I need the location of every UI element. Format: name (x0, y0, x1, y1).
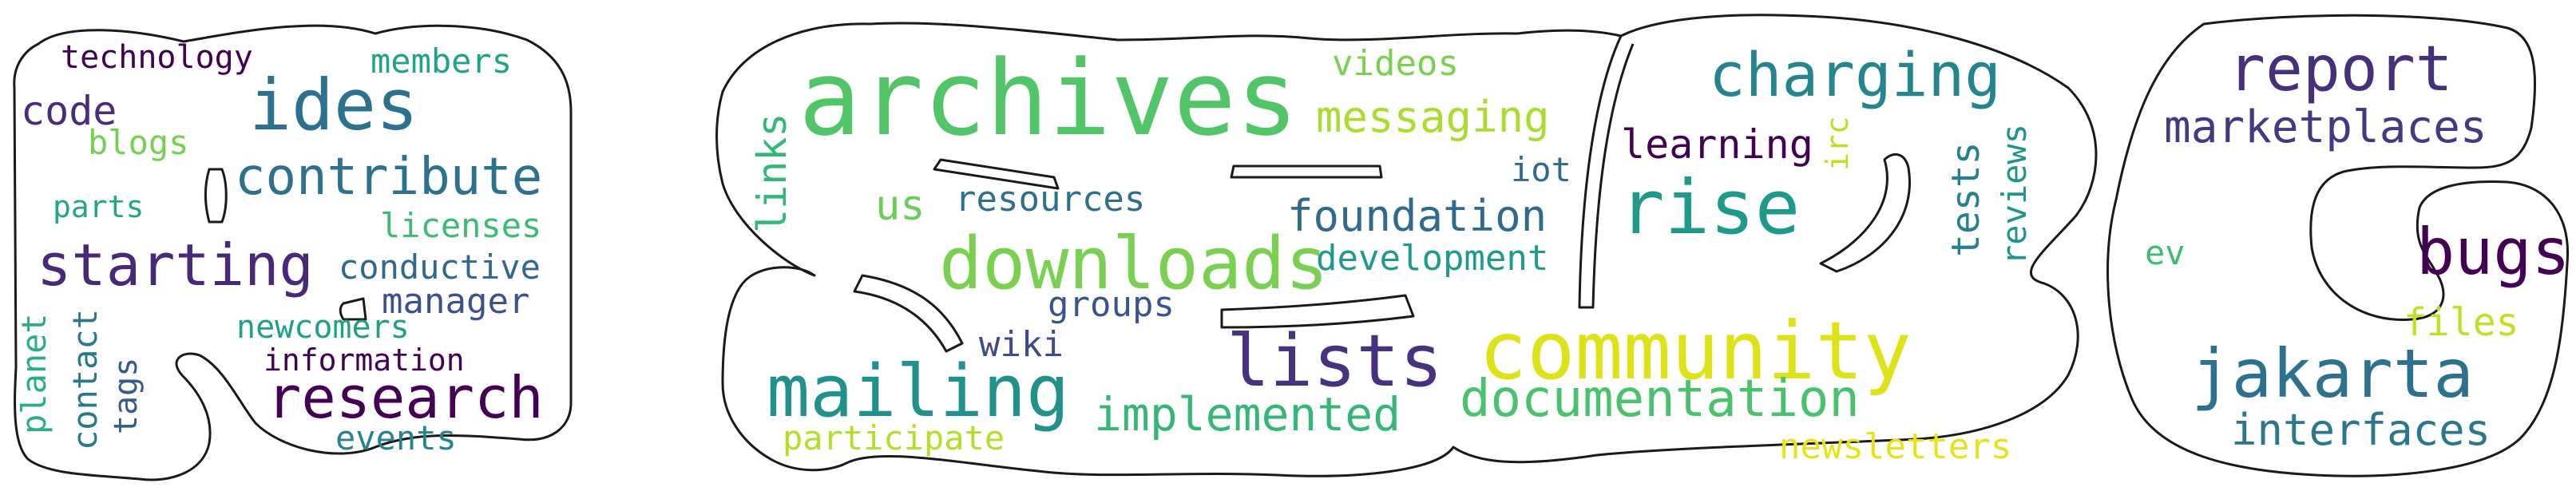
word-technology: technology (61, 39, 253, 76)
outline-left-hole (204, 168, 228, 224)
word-contact: contact (65, 308, 105, 450)
word-implemented: implemented (1094, 387, 1401, 442)
word-links: links (749, 113, 795, 233)
word-report: report (2228, 34, 2453, 105)
word-ides: ides (249, 64, 418, 146)
word-groups: groups (1048, 284, 1175, 325)
word-development: development (1316, 238, 1549, 279)
outline-middle-slash-3 (1220, 294, 1415, 329)
word-charging: charging (1709, 39, 2002, 110)
word-licenses: licenses (380, 206, 542, 245)
word-us: us (875, 182, 925, 230)
outline-middle-slash-2 (853, 274, 964, 353)
word-members: members (371, 42, 513, 81)
outline-left (13, 24, 573, 481)
word-blogs: blogs (88, 123, 189, 162)
word-files: files (2404, 300, 2519, 345)
outline-left-notch (339, 297, 367, 321)
outline-middle-dash (1230, 164, 1383, 179)
word-newsletters: newsletters (1779, 426, 2012, 467)
word-newcomers: newcomers (236, 309, 410, 346)
word-manager: manager (382, 281, 530, 322)
word-conductive: conductive (339, 248, 541, 287)
word-videos: videos (1332, 43, 1459, 84)
word-bugs: bugs (2416, 215, 2570, 289)
word-marketplaces: marketplaces (2164, 101, 2487, 153)
word-foundation: foundation (1287, 191, 1548, 241)
word-starting: starting (37, 232, 314, 299)
word-downloads: downloads (939, 222, 1329, 306)
word-rise: rise (1619, 164, 1801, 252)
word-participate: participate (783, 418, 1005, 457)
word-iot: iot (1511, 150, 1571, 189)
word-messaging: messaging (1316, 92, 1550, 142)
word-events: events (335, 418, 457, 457)
word-tags: tags (108, 357, 145, 434)
word-code: code (21, 88, 117, 134)
word-community: community (1479, 304, 1912, 398)
word-contribute: contribute (235, 148, 543, 207)
word-information: information (264, 343, 465, 378)
word-parts: parts (53, 189, 145, 224)
outline-middle-slash-1 (933, 158, 1060, 190)
word-archives: archives (799, 38, 1299, 159)
word-planet: planet (14, 313, 54, 434)
word-research: research (267, 364, 544, 431)
word-resources: resources (955, 179, 1146, 220)
word-interfaces: interfaces (2231, 405, 2491, 455)
word-mailing: mailing (767, 350, 1070, 434)
word-tests: tests (1944, 141, 1988, 258)
word-lists: lists (1227, 319, 1443, 403)
word-ev: ev (2145, 233, 2186, 272)
word-documentation: documentation (1460, 370, 1860, 429)
outline-middle (715, 14, 2098, 477)
word-irc: irc (1820, 116, 1855, 171)
word-wiki: wiki (979, 324, 1064, 365)
word-jakarta: jakarta (2191, 335, 2475, 413)
word-reviews: reviews (1995, 123, 2034, 265)
outline-middle-hook (1819, 152, 1911, 273)
outline-right (2106, 14, 2570, 477)
word-learning: learning (1621, 121, 1813, 168)
outline-middle-divider (1578, 35, 1635, 309)
